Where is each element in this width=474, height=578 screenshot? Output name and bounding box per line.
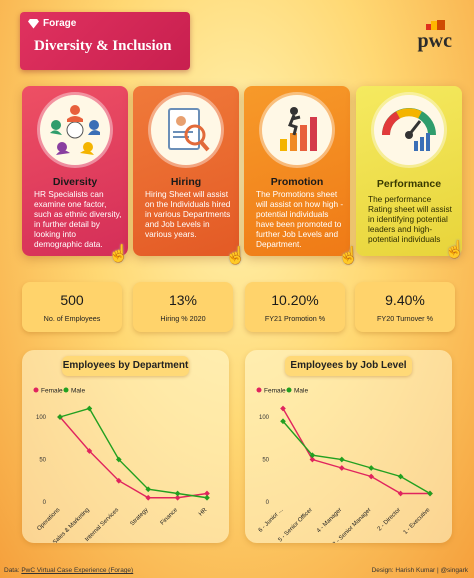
x-tick-label: 1 - Executive: [403, 507, 432, 536]
card-description: Hiring Sheet will assist on the Individu…: [145, 189, 231, 239]
series-line-male: [282, 420, 431, 495]
data-point-male[interactable]: [174, 490, 181, 497]
chart-panel-job-level: Female Male 0 50 100 6 - Junior ... 5 - Senior…: [245, 350, 452, 543]
chart-panel-department: Female Male 0 50 100 Operations Sales & Market…: [22, 350, 229, 543]
kpi-label: Hiring % 2020: [160, 314, 206, 323]
kpi-promotion: 10.20% FY21 Promotion %: [245, 282, 345, 332]
data-point-female[interactable]: [280, 405, 286, 412]
card-performance[interactable]: Performance The performance Rating sheet…: [356, 86, 465, 259]
legend-label: Female: [264, 388, 286, 395]
kpi-hiring: 13% Hiring % 2020: [133, 282, 233, 332]
card-title: Promotion: [270, 176, 324, 188]
data-point-male[interactable]: [204, 494, 210, 501]
y-tick-label: 0: [43, 500, 47, 506]
data-point-male[interactable]: [338, 456, 345, 463]
data-source-prefix: Data:: [4, 567, 22, 574]
data-point-male[interactable]: [397, 473, 404, 480]
kpi-label: No. of Employees: [43, 314, 101, 323]
pointer-hand-icon: ☝: [225, 246, 247, 265]
x-tick-label: Operations: [36, 507, 61, 532]
y-tick-label: 100: [259, 415, 270, 421]
legend-marker-female: [33, 387, 39, 393]
card-description: The Promotions sheet will assist on how …: [256, 189, 344, 249]
pointer-hand-icon: ☝: [338, 246, 360, 265]
pwc-logo: pwc: [417, 30, 452, 52]
kpi-value: 10.20%: [271, 292, 319, 308]
x-tick-label: 6 - Junior ...: [258, 507, 285, 534]
design-credit: Design: Harish Kumar | @singark: [371, 567, 468, 574]
data-point-female[interactable]: [115, 477, 122, 484]
legend-label: Male: [294, 388, 308, 395]
kpi-value: 13%: [168, 292, 198, 308]
legend-marker-male: [286, 387, 292, 393]
legend-marker-female: [256, 387, 262, 393]
series-line-male: [59, 407, 208, 499]
x-tick-label: Finance: [160, 507, 180, 527]
data-source-link[interactable]: PwC Virtual Case Experience (Forage): [21, 567, 134, 574]
pointer-hand-icon: ☝: [444, 240, 466, 259]
kpi-value: 9.40%: [385, 292, 425, 308]
card-title: Performance: [376, 178, 442, 190]
y-tick-label: 0: [266, 500, 270, 506]
data-source: Data: PwC Virtual Case Experience (Forag…: [4, 567, 133, 574]
data-point-female[interactable]: [174, 494, 181, 501]
brand-name: Forage: [43, 18, 77, 29]
x-tick-label: 4 - Manager: [316, 507, 343, 534]
y-tick-label: 50: [39, 458, 46, 464]
card-hiring[interactable]: Hiring Hiring Sheet will assist on the I…: [133, 86, 246, 265]
forage-brand: Forage: [28, 18, 76, 29]
kpi-label: FY21 Promotion %: [264, 314, 326, 323]
series-line-female: [59, 416, 208, 499]
y-tick-label: 100: [36, 415, 47, 421]
hiring-icon: [151, 95, 221, 165]
promotion-icon: [262, 95, 332, 165]
data-point-male[interactable]: [368, 465, 375, 471]
x-tick-label: Internal Services: [84, 507, 120, 543]
data-point-female[interactable]: [204, 490, 210, 497]
kpi-label: FY20 Turnover %: [377, 314, 433, 323]
title-banner: Forage Diversity & Inclusion: [20, 12, 190, 70]
chart-title: Employees by Job Level: [285, 356, 412, 376]
legend-marker-male: [63, 387, 69, 393]
card-description: HR Specialists can examine one factor, s…: [34, 189, 122, 249]
x-tick-label: 2 - Director: [377, 507, 402, 532]
forage-logo-icon: [28, 18, 39, 29]
legend-label: Male: [71, 388, 85, 395]
data-point-female[interactable]: [145, 494, 152, 501]
pointer-hand-icon: ☝: [108, 244, 130, 263]
data-point-male[interactable]: [115, 456, 122, 463]
x-tick-label: HR: [198, 507, 209, 518]
page-title: Diversity & Inclusion: [34, 38, 172, 54]
legend-label: Female: [41, 388, 63, 395]
card-diversity[interactable]: Diversity HR Specialists can examine one…: [22, 86, 129, 263]
data-point-female[interactable]: [86, 448, 93, 454]
performance-icon: [374, 95, 444, 165]
series-line-female: [282, 408, 430, 495]
x-tick-label: Strategy: [130, 507, 150, 527]
data-point-male[interactable]: [86, 405, 93, 412]
card-description: The performance Rating sheet will assist…: [368, 194, 452, 244]
pwc-logo-icon: [426, 20, 445, 30]
kpi-value: 500: [60, 292, 84, 308]
data-point-male[interactable]: [145, 486, 152, 493]
card-title: Hiring: [170, 176, 202, 188]
data-point-female[interactable]: [338, 465, 345, 471]
data-point-female[interactable]: [397, 490, 404, 497]
y-tick-label: 50: [262, 458, 269, 464]
data-point-female[interactable]: [368, 473, 375, 480]
card-title: Diversity: [52, 176, 98, 188]
card-promotion[interactable]: Promotion The Promotions sheet will assi…: [244, 86, 359, 265]
kpi-turnover: 9.40% FY20 Turnover %: [355, 282, 455, 332]
data-point-male[interactable]: [427, 490, 433, 497]
kpi-employees: 500 No. of Employees: [22, 282, 122, 332]
diversity-icon: [40, 95, 110, 165]
chart-title: Employees by Department: [62, 356, 189, 376]
